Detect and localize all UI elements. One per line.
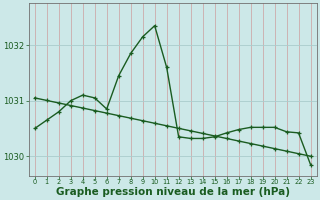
X-axis label: Graphe pression niveau de la mer (hPa): Graphe pression niveau de la mer (hPa) [56, 187, 290, 197]
